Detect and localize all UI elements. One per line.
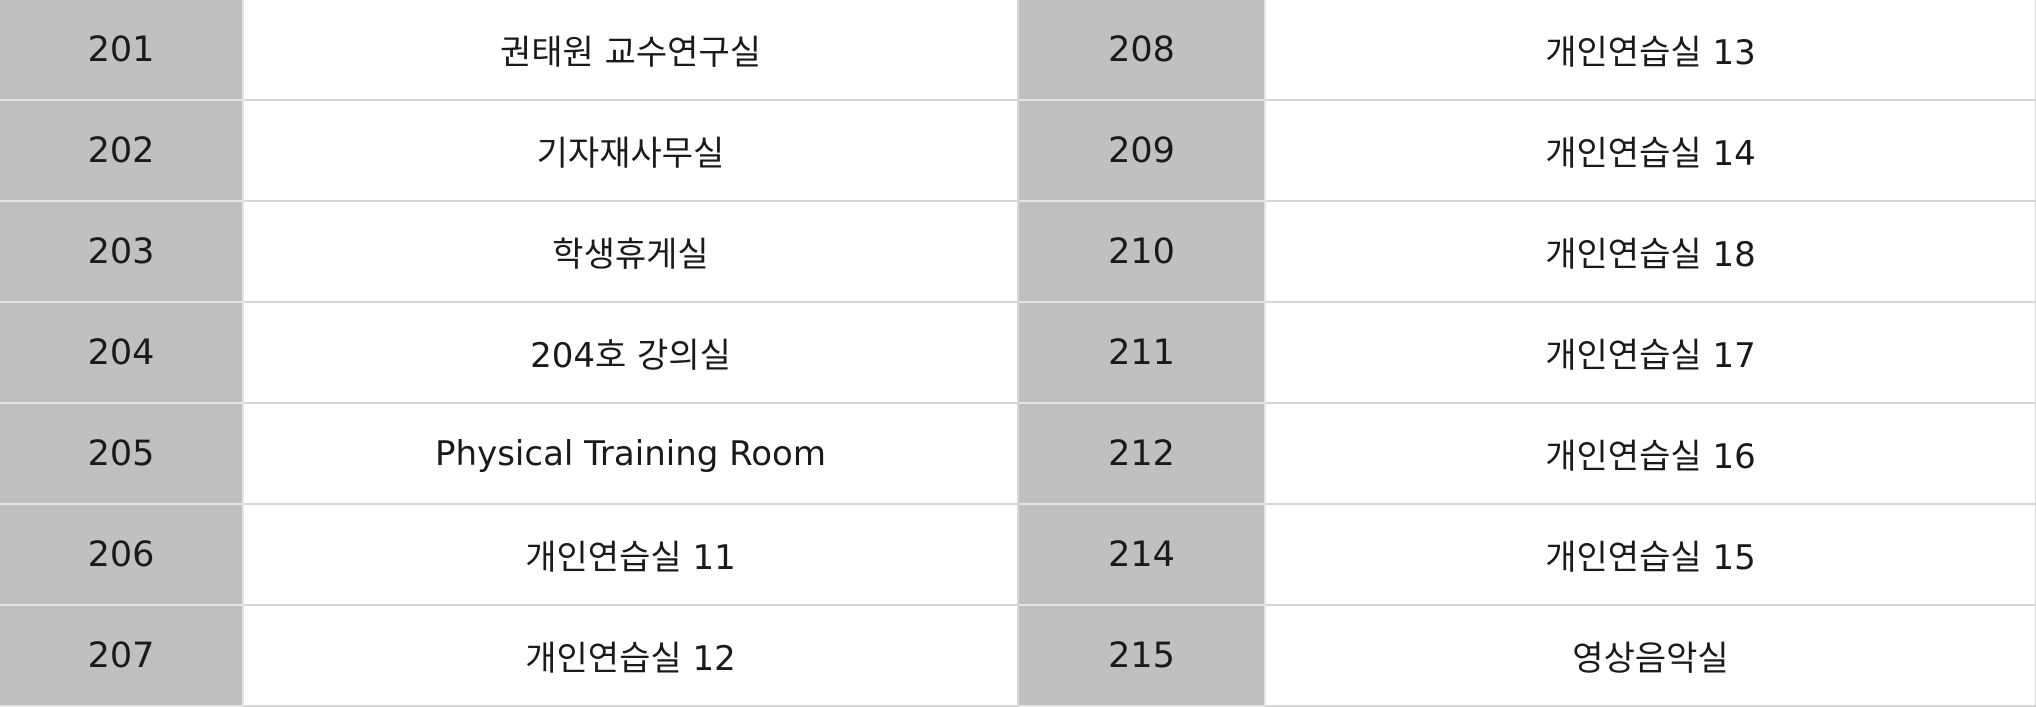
room-number: 210 [1018, 201, 1266, 303]
room-name: 개인연습실 18 [1265, 201, 2036, 303]
room-name: 학생휴게실 [243, 201, 1019, 303]
table-row: 207 개인연습실 12 215 영상음악실 [0, 605, 2036, 707]
room-name: 기자재사무실 [243, 100, 1019, 202]
room-number: 209 [1018, 100, 1266, 202]
room-number: 201 [0, 0, 244, 101]
room-name: 개인연습실 17 [1265, 302, 2036, 404]
room-number: 212 [1018, 403, 1266, 505]
room-number: 203 [0, 201, 244, 303]
table-row: 204 204호 강의실 211 개인연습실 17 [0, 302, 2036, 404]
room-number: 205 [0, 403, 244, 505]
room-name: 개인연습실 15 [1265, 504, 2036, 606]
room-name: 영상음악실 [1265, 605, 2036, 707]
table-row: 201 권태원 교수연구실 208 개인연습실 13 [0, 0, 2036, 101]
room-number: 211 [1018, 302, 1266, 404]
room-name: 개인연습실 16 [1265, 403, 2036, 505]
room-number: 207 [0, 605, 244, 707]
room-name: 개인연습실 14 [1265, 100, 2036, 202]
room-name: 204호 강의실 [243, 302, 1019, 404]
room-name: 개인연습실 13 [1265, 0, 2036, 101]
table-row: 202 기자재사무실 209 개인연습실 14 [0, 100, 2036, 202]
room-number: 214 [1018, 504, 1266, 606]
table-row: 206 개인연습실 11 214 개인연습실 15 [0, 504, 2036, 606]
room-name: 개인연습실 11 [243, 504, 1019, 606]
room-name: Physical Training Room [243, 403, 1019, 505]
table-row: 203 학생휴게실 210 개인연습실 18 [0, 201, 2036, 303]
room-number: 204 [0, 302, 244, 404]
room-number: 202 [0, 100, 244, 202]
room-name: 개인연습실 12 [243, 605, 1019, 707]
table-row: 205 Physical Training Room 212 개인연습실 16 [0, 403, 2036, 505]
room-number: 215 [1018, 605, 1266, 707]
room-number: 206 [0, 504, 244, 606]
room-name: 권태원 교수연구실 [243, 0, 1019, 101]
room-number: 208 [1018, 0, 1266, 101]
